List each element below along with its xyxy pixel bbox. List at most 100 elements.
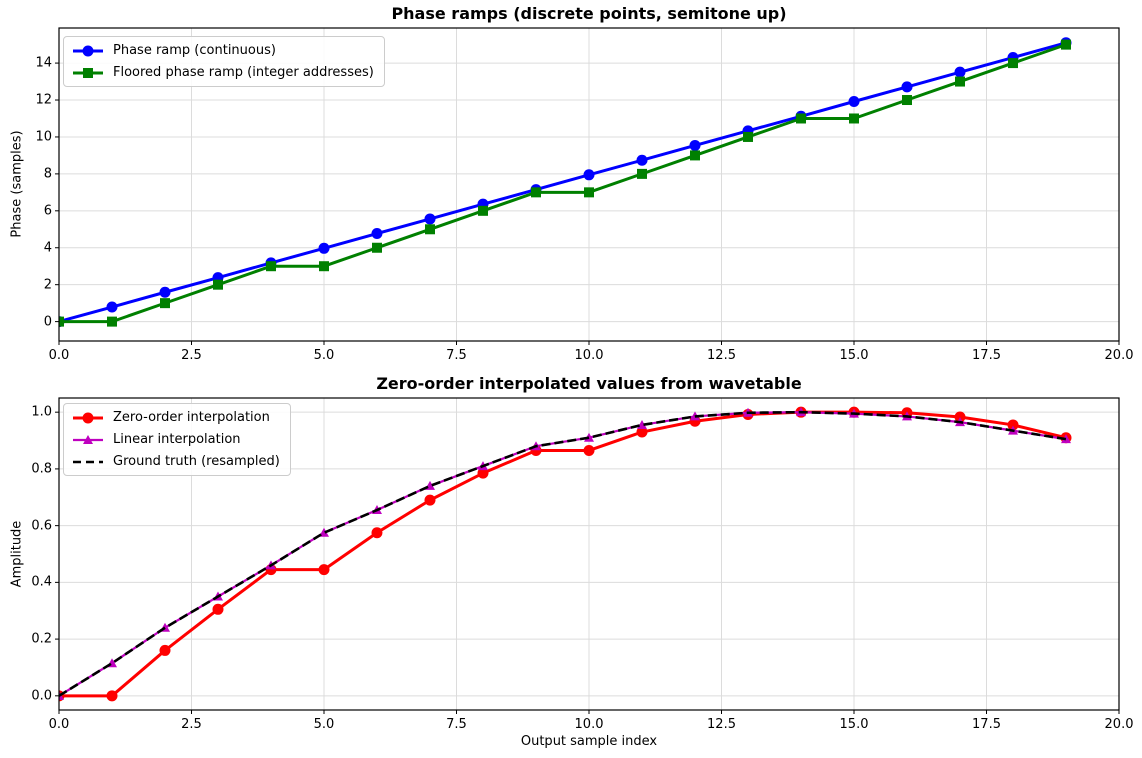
data-point <box>531 187 541 198</box>
legend-item-zero-order: Zero-order interpolation <box>72 410 280 425</box>
x-tick-label: 2.5 <box>181 717 202 732</box>
bottom-chart-title: Zero-order interpolated values from wave… <box>376 374 802 393</box>
y-tick-label: 4 <box>43 240 52 256</box>
x-tick-label: 0.0 <box>48 348 70 363</box>
data-point <box>160 298 170 309</box>
x-tick-label: 5.0 <box>313 348 335 363</box>
data-point <box>213 279 223 290</box>
legend-item-floored-ramp: Floored phase ramp (integer addresses) <box>72 65 374 80</box>
y-tick-label: 10 <box>35 129 52 145</box>
ground-truth-resampled--line <box>59 410 1067 697</box>
phase-ramps-series <box>59 37 1072 328</box>
data-point <box>318 564 330 576</box>
data-point <box>107 316 117 327</box>
line-square-marker-icon <box>73 67 103 78</box>
data-point <box>636 154 648 166</box>
data-point <box>743 131 753 142</box>
x-tick-label: 7.5 <box>446 348 467 363</box>
data-point <box>319 527 329 537</box>
data-point <box>583 169 595 181</box>
data-point <box>1008 58 1018 69</box>
x-tick-label: 17.5 <box>972 348 1001 363</box>
phase-ramps-plot <box>55 27 1120 345</box>
data-point <box>584 432 594 442</box>
data-point <box>583 444 595 456</box>
data-point <box>954 411 966 423</box>
data-point <box>901 81 913 93</box>
y-tick-label: 1.0 <box>31 404 52 420</box>
x-tick-label: 15.0 <box>839 348 869 363</box>
dashed-line-icon <box>73 460 103 463</box>
x-tick-label: 15.0 <box>839 717 869 732</box>
y-tick-label: 0.4 <box>31 574 52 590</box>
data-point <box>106 301 118 313</box>
data-point <box>319 261 329 272</box>
legend-label: Floored phase ramp (integer addresses) <box>113 65 374 80</box>
data-point <box>424 494 436 506</box>
phase-ramp-continuous--line <box>59 41 1067 324</box>
data-point <box>59 690 64 700</box>
data-point <box>955 76 965 87</box>
data-point <box>59 316 64 327</box>
y-tick-label: 0.0 <box>31 688 52 704</box>
bottom-chart-legend: Zero-order interpolation Linear interpol… <box>63 403 291 476</box>
data-point <box>796 113 806 124</box>
legend-label: Zero-order interpolation <box>113 410 270 425</box>
data-point <box>584 187 594 198</box>
zero-order-interpolation-line <box>59 410 1067 698</box>
line-circle-marker-icon <box>73 412 103 423</box>
data-point <box>477 467 489 479</box>
data-point <box>266 261 276 272</box>
floored-phase-ramp-integer-addresses--line <box>59 43 1067 324</box>
data-point <box>159 644 171 656</box>
legend-item-ground-truth: Ground truth (resampled) <box>72 454 280 469</box>
x-tick-label: 10.0 <box>574 348 604 363</box>
y-tick-label: 0.6 <box>31 518 52 534</box>
data-point <box>902 95 912 106</box>
data-point <box>371 527 383 539</box>
y-tick-label: 14 <box>35 55 52 71</box>
data-point <box>848 95 860 107</box>
data-point <box>106 690 118 702</box>
data-point <box>425 224 435 235</box>
data-point <box>159 286 171 298</box>
x-tick-label: 7.5 <box>446 717 467 732</box>
data-point <box>637 168 647 179</box>
data-point <box>371 228 383 240</box>
legend-label: Linear interpolation <box>113 432 241 447</box>
x-tick-label: 2.5 <box>181 348 202 363</box>
top-chart-title: Phase ramps (discrete points, semitone u… <box>391 4 787 23</box>
data-point <box>690 150 700 161</box>
data-point <box>1061 39 1071 50</box>
legend-label: Phase ramp (continuous) <box>113 43 276 58</box>
interp-plot <box>55 397 1120 714</box>
y-tick-label: 6 <box>43 203 52 219</box>
x-tick-label: 12.5 <box>707 717 736 732</box>
y-tick-label: 8 <box>43 166 52 182</box>
data-point <box>636 426 648 438</box>
data-point <box>954 66 966 78</box>
x-tick-label: 5.0 <box>313 717 335 732</box>
legend-label: Ground truth (resampled) <box>113 454 280 469</box>
data-point <box>478 205 488 216</box>
data-point <box>372 242 382 253</box>
y-tick-label: 0.8 <box>31 461 52 477</box>
legend-item-phase-ramp: Phase ramp (continuous) <box>72 43 374 58</box>
top-chart-ylabel: Phase (samples) <box>9 130 25 238</box>
y-tick-label: 0 <box>43 314 52 330</box>
x-tick-label: 20.0 <box>1104 717 1134 732</box>
data-point <box>689 139 701 151</box>
bottom-chart-xlabel: Output sample index <box>520 734 658 749</box>
top-chart-legend: Phase ramp (continuous) Floored phase ra… <box>63 36 385 87</box>
data-point <box>212 603 224 615</box>
y-tick-label: 12 <box>35 92 52 108</box>
line-triangle-marker-icon <box>73 434 103 444</box>
interp-series <box>59 406 1072 702</box>
x-tick-label: 12.5 <box>707 348 736 363</box>
x-tick-label: 20.0 <box>1104 348 1134 363</box>
data-point <box>1007 419 1019 431</box>
legend-item-linear: Linear interpolation <box>72 432 280 447</box>
data-point <box>318 242 330 254</box>
